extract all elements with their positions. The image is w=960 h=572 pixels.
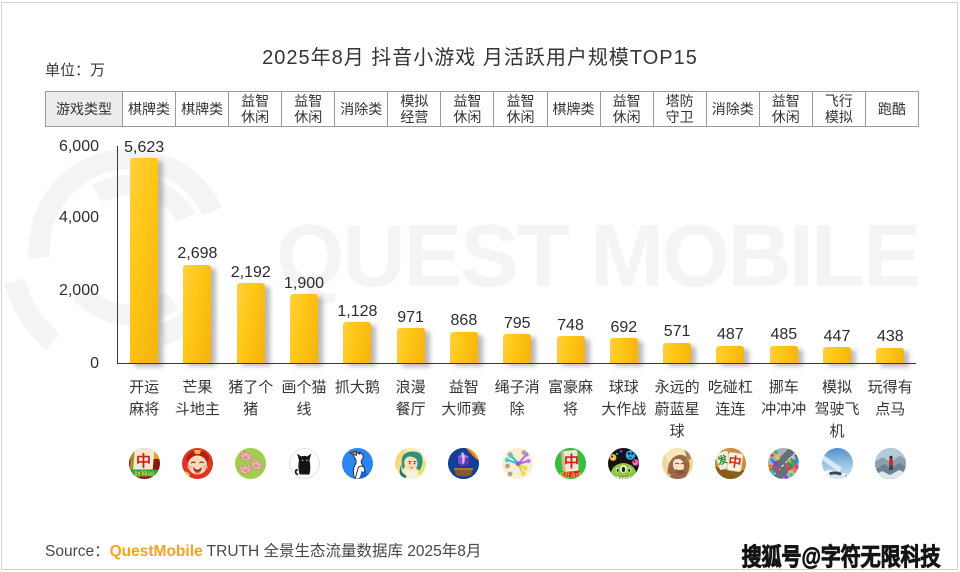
svg-text:疯狂合成: 疯狂合成	[559, 471, 582, 479]
svg-text:发: 发	[715, 452, 730, 468]
svg-text:财神88: 财神88	[134, 469, 155, 478]
svg-text:中: 中	[136, 452, 151, 470]
svg-text:中: 中	[727, 454, 742, 471]
svg-text:中: 中	[564, 453, 579, 471]
